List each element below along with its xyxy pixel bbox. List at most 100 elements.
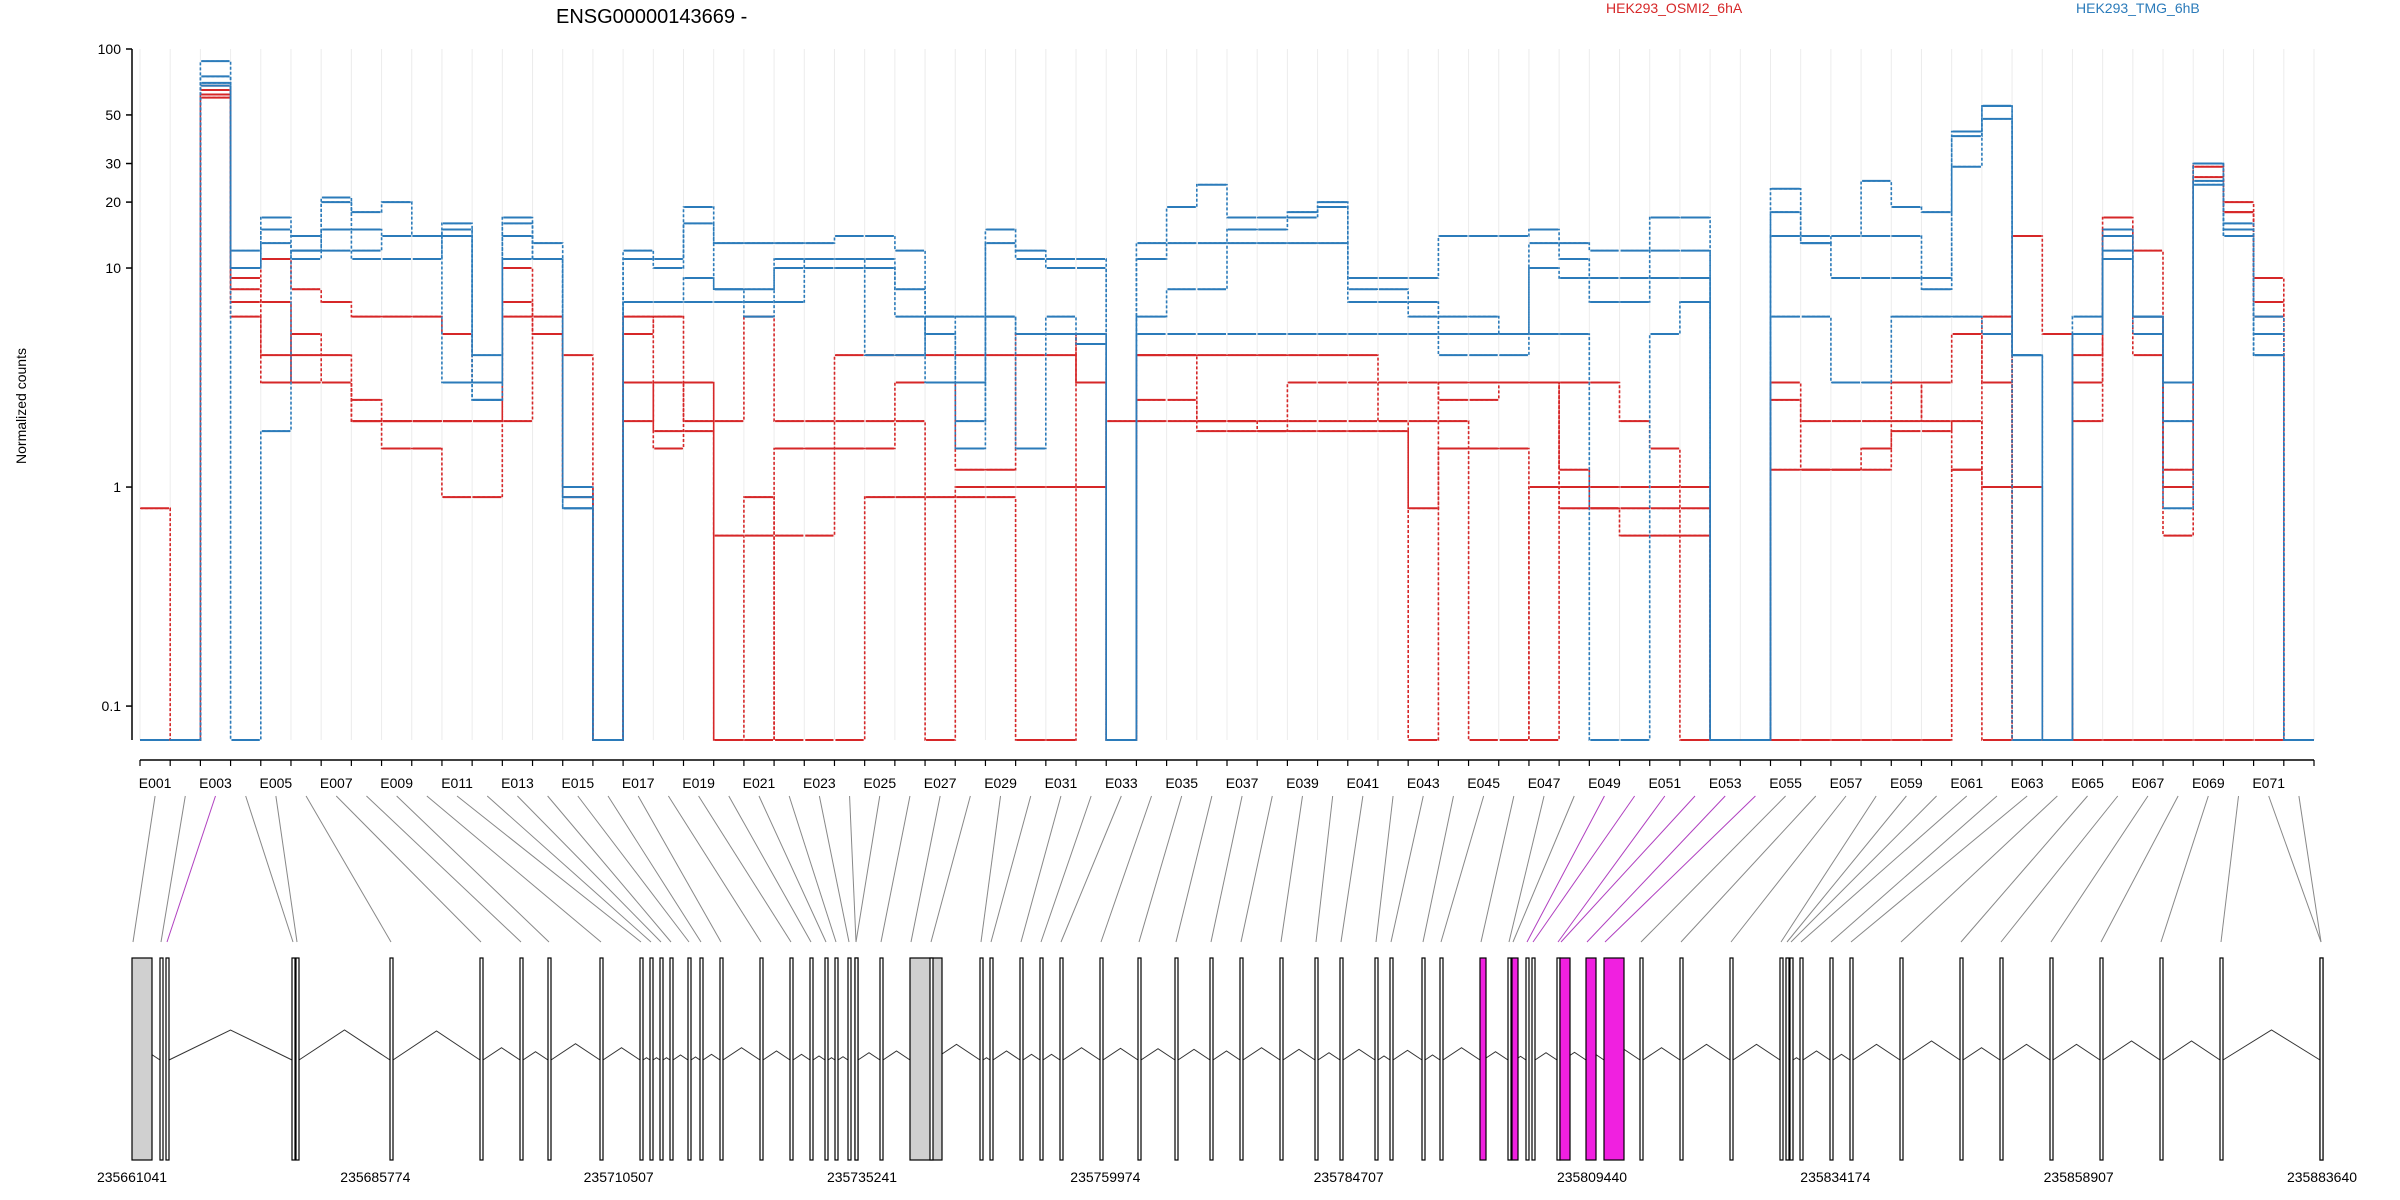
x-tick-label: E059 <box>1890 775 1923 791</box>
chart-title: ENSG00000143669 - <box>556 6 747 28</box>
intron-line <box>522 1051 549 1061</box>
intron-line <box>1177 1048 1211 1061</box>
exon-block <box>1899 957 1904 1161</box>
exon-block <box>1059 957 1064 1161</box>
intron-line <box>168 1029 293 1061</box>
exon-block <box>1849 957 1854 1161</box>
exon-block <box>2049 957 2054 1161</box>
series-lines <box>140 60 2314 741</box>
exon-block <box>1374 957 1379 1161</box>
exon-block <box>1999 957 2004 1161</box>
exon-block <box>989 957 994 1161</box>
exon-block <box>854 957 859 1161</box>
exon-block <box>847 957 852 1161</box>
connector-line <box>1440 795 1485 943</box>
exon-block <box>879 957 884 1161</box>
exon-block <box>2319 957 2324 1161</box>
intron-line <box>812 1055 826 1061</box>
exon-block <box>131 957 153 1161</box>
connector-line <box>1780 795 1877 943</box>
connector-line <box>2160 795 2209 943</box>
x-tick-label: E027 <box>924 775 957 791</box>
intron-line <box>482 1047 521 1061</box>
exon-block <box>1603 957 1625 1161</box>
intron-line <box>1392 1049 1423 1061</box>
y-tick-label: 0.1 <box>102 698 122 714</box>
x-tick-label: E067 <box>2132 775 2165 791</box>
x-tick-label: E015 <box>561 775 594 791</box>
intron-line <box>1022 1053 1041 1061</box>
exon-block <box>479 957 484 1161</box>
exon-block <box>165 957 170 1161</box>
exon-block <box>2099 957 2104 1161</box>
intron-line <box>1424 1054 1441 1061</box>
intron-line <box>642 1057 651 1061</box>
exon-block <box>1279 957 1284 1161</box>
x-tick-label: E039 <box>1286 775 1319 791</box>
x-tick-label: E057 <box>1830 775 1863 791</box>
connector-line <box>160 795 186 943</box>
exon-block <box>824 957 829 1161</box>
connector-line <box>2298 795 2322 943</box>
exon-block <box>291 957 296 1161</box>
intron-line <box>2162 1040 2221 1061</box>
exon-block <box>1511 957 1519 1161</box>
genomic-coordinate-label: 235784707 <box>1314 1169 1384 1185</box>
x-tick-label: E061 <box>1950 775 1983 791</box>
connector-line <box>1850 795 2028 943</box>
connector-line <box>1390 795 1424 943</box>
genomic-coordinate-label: 235858907 <box>2044 1169 2114 1185</box>
series-line-hek293_osmi2_6ha <box>140 89 2314 741</box>
intron-line <box>792 1053 811 1061</box>
exon-block <box>687 957 692 1161</box>
connector-line <box>335 795 482 943</box>
connector-line <box>1830 795 1998 943</box>
connector-line <box>1790 795 1937 943</box>
connector-line <box>1508 795 1545 943</box>
connector-line <box>637 795 722 943</box>
intron-line <box>1852 1043 1901 1061</box>
exon-block <box>669 957 674 1161</box>
connector-line <box>818 795 850 943</box>
intron-line <box>1377 1055 1391 1061</box>
connector-line <box>1532 795 1636 943</box>
connector-line <box>1240 795 1273 943</box>
intron-line <box>857 1052 881 1061</box>
vertical-grid <box>139 49 2315 740</box>
x-tick-label: E041 <box>1347 775 1380 791</box>
intron-line <box>702 1053 721 1061</box>
exon-block <box>649 957 654 1161</box>
intron-line <box>1832 1053 1851 1061</box>
exon-connector-lines <box>132 795 2322 943</box>
connector-line <box>2220 795 2240 943</box>
x-axis: E001 E003 E005 E007 E009 E011 E013 E015 E017 E019… <box>139 759 2315 791</box>
connector-line <box>698 795 792 943</box>
intron-line <box>1802 1050 1831 1061</box>
connector-line <box>2050 795 2149 943</box>
genomic-coordinate-label: 235685774 <box>340 1169 410 1185</box>
y-tick-label: 50 <box>105 107 121 123</box>
x-tick-label: E009 <box>380 775 413 791</box>
genomic-coordinate-label: 235809440 <box>1557 1169 1627 1185</box>
intron-line <box>722 1047 761 1061</box>
intron-line <box>882 1050 911 1061</box>
connector-line <box>1786 795 1907 943</box>
connector-line <box>517 795 662 943</box>
exon-block <box>389 957 394 1161</box>
connector-line <box>1340 795 1364 943</box>
connector-line <box>1800 795 1968 943</box>
connector-line <box>849 795 857 943</box>
connector-line <box>577 795 690 943</box>
exon-block <box>1789 957 1794 1161</box>
exon-block <box>1239 957 1244 1161</box>
connector-line <box>1020 795 1062 943</box>
connector-line <box>728 795 812 943</box>
intron-line <box>1317 1052 1341 1061</box>
intron-line <box>1062 1047 1101 1061</box>
x-tick-label: E013 <box>501 775 534 791</box>
intron-line <box>1792 1057 1801 1061</box>
exon-block <box>1785 957 1790 1161</box>
exon-block <box>699 957 704 1161</box>
genomic-coordinate-label: 235883640 <box>2287 1169 2357 1185</box>
intron-line <box>1442 1047 1481 1061</box>
